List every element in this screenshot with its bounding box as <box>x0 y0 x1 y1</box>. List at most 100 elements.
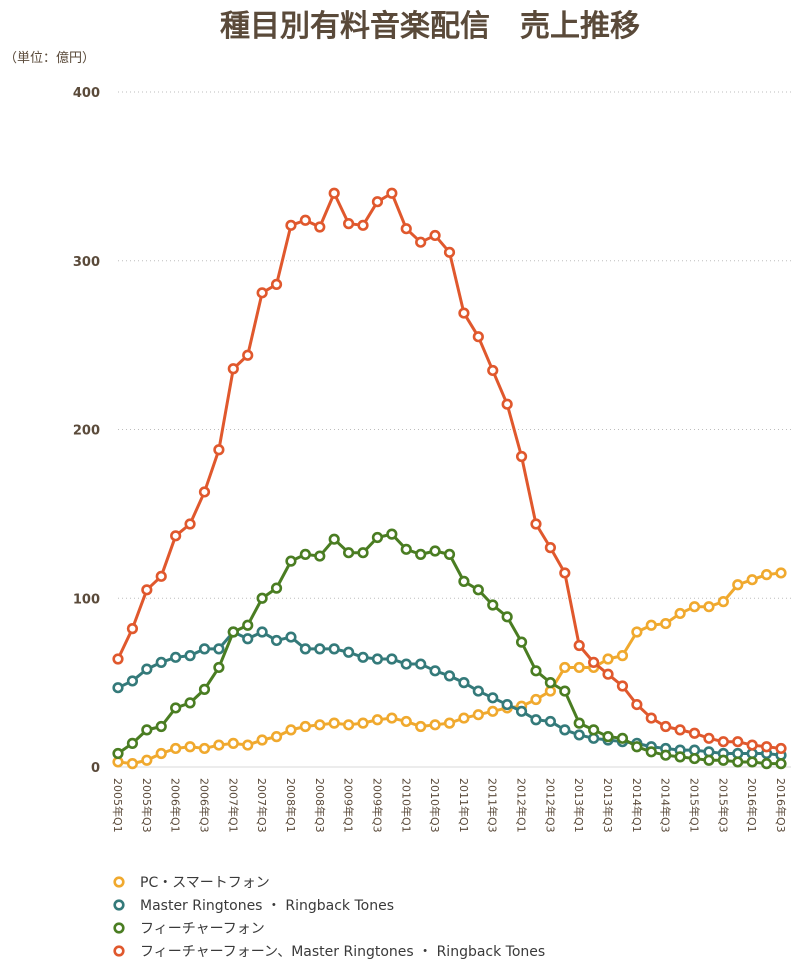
data-point <box>256 592 268 604</box>
data-point <box>198 742 211 755</box>
data-point <box>184 518 196 530</box>
data-point <box>328 533 340 545</box>
data-point <box>703 754 715 766</box>
data-point <box>357 651 369 663</box>
data-point <box>559 685 571 697</box>
data-point <box>660 617 672 630</box>
data-point <box>141 754 153 766</box>
data-point <box>573 729 585 741</box>
data-point <box>674 751 686 763</box>
data-point <box>270 731 283 743</box>
data-point <box>141 724 153 736</box>
data-point <box>227 626 239 638</box>
data-point <box>256 287 268 299</box>
data-point <box>530 693 542 706</box>
data-point <box>732 579 744 591</box>
x-tick-label: 2010年Q3 <box>428 778 442 833</box>
data-point <box>170 702 182 714</box>
data-point <box>760 569 773 581</box>
x-tick-label: 2015年Q3 <box>716 778 730 833</box>
data-point <box>573 717 585 729</box>
data-point <box>616 732 629 744</box>
legend-marker <box>113 922 125 934</box>
data-point <box>760 741 773 753</box>
x-tick-label: 2009年Q1 <box>342 778 356 833</box>
data-point <box>588 656 600 668</box>
data-point <box>170 530 182 542</box>
x-tick-label: 2010年Q1 <box>399 778 413 833</box>
series-1 <box>112 626 787 761</box>
data-point <box>631 626 643 638</box>
data-point <box>429 229 441 242</box>
data-point <box>242 633 254 645</box>
data-point <box>616 680 629 692</box>
data-point <box>400 543 412 555</box>
data-point <box>270 278 283 290</box>
data-point <box>487 364 499 377</box>
data-point <box>501 398 513 410</box>
data-point <box>299 720 311 733</box>
data-point <box>487 599 499 611</box>
y-tick-label: 100 <box>73 592 100 607</box>
data-point <box>314 643 326 655</box>
data-point <box>429 719 441 731</box>
data-point <box>270 582 283 594</box>
data-point <box>343 547 355 559</box>
data-point <box>386 528 398 540</box>
data-point <box>616 650 629 662</box>
legend: PC・スマートフォン Master Ringtones ・ Ringback To… <box>113 875 545 960</box>
x-axis-ticks: 2005年Q1 2005年Q3 2006年Q1 2006年Q3 2007年Q1 2007年… <box>111 778 788 833</box>
data-point <box>299 643 311 655</box>
data-point <box>198 486 211 498</box>
y-tick-label: 200 <box>73 424 100 439</box>
data-point <box>386 653 398 665</box>
data-point <box>400 715 412 728</box>
y-tick-label: 400 <box>73 86 100 101</box>
data-point <box>314 550 326 562</box>
data-point <box>386 712 398 724</box>
unit-label: （単位：億円） <box>4 50 95 66</box>
data-point <box>270 634 283 647</box>
x-tick-label: 2014年Q1 <box>630 778 644 833</box>
data-point <box>242 619 254 631</box>
data-point <box>213 739 225 751</box>
y-tick-label: 300 <box>73 255 100 270</box>
x-tick-label: 2008年Q1 <box>284 778 298 833</box>
data-point <box>559 724 571 736</box>
data-point <box>112 682 124 694</box>
data-point <box>314 221 326 233</box>
data-point <box>631 741 643 753</box>
data-point <box>328 717 340 729</box>
data-point <box>703 601 715 613</box>
data-point <box>458 307 470 319</box>
data-point <box>487 692 499 704</box>
data-point <box>717 596 729 608</box>
data-point <box>141 663 153 675</box>
data-point <box>415 720 427 733</box>
data-point <box>343 218 355 230</box>
data-point <box>415 548 427 560</box>
data-point <box>645 712 657 724</box>
data-point <box>112 747 124 760</box>
data-point <box>155 656 167 668</box>
data-point <box>746 574 758 586</box>
data-point <box>126 758 139 770</box>
x-tick-label: 2005年Q1 <box>111 778 125 833</box>
x-tick-label: 2013年Q3 <box>601 778 615 833</box>
data-point <box>688 727 701 739</box>
legend-marker <box>113 876 125 888</box>
data-point <box>760 758 773 770</box>
data-point <box>213 643 225 655</box>
data-point <box>256 734 268 746</box>
legend-marker <box>113 899 125 911</box>
data-point <box>371 653 384 665</box>
data-point <box>242 739 254 751</box>
data-point <box>112 653 124 665</box>
data-point <box>717 754 729 766</box>
data-point <box>400 658 412 670</box>
data-point <box>285 724 297 736</box>
data-point <box>357 547 369 559</box>
data-point <box>155 747 167 760</box>
gridlines <box>118 91 791 768</box>
